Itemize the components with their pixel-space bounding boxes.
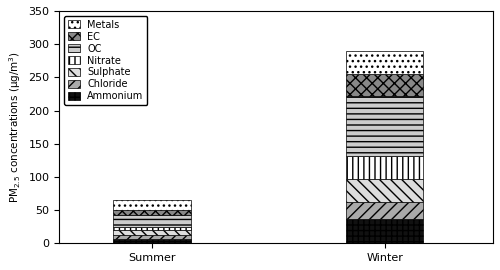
Bar: [346, 96, 424, 156]
Bar: [346, 202, 424, 219]
Legend: Metals, EC, OC, Nitrate, Sulphate, Chloride, Ammonium: Metals, EC, OC, Nitrate, Sulphate, Chlor…: [64, 16, 148, 105]
Bar: [346, 179, 424, 202]
Bar: [346, 51, 424, 74]
Bar: [346, 74, 424, 96]
Bar: [346, 219, 424, 243]
Bar: [114, 235, 191, 239]
Bar: [114, 215, 191, 227]
Bar: [346, 156, 424, 179]
Y-axis label: PM$_{2.5}$ concentrations (μg/m$^{3}$): PM$_{2.5}$ concentrations (μg/m$^{3}$): [7, 51, 22, 203]
Bar: [114, 239, 191, 243]
Bar: [114, 210, 191, 215]
Bar: [114, 227, 191, 230]
Bar: [114, 230, 191, 235]
Bar: [114, 200, 191, 210]
